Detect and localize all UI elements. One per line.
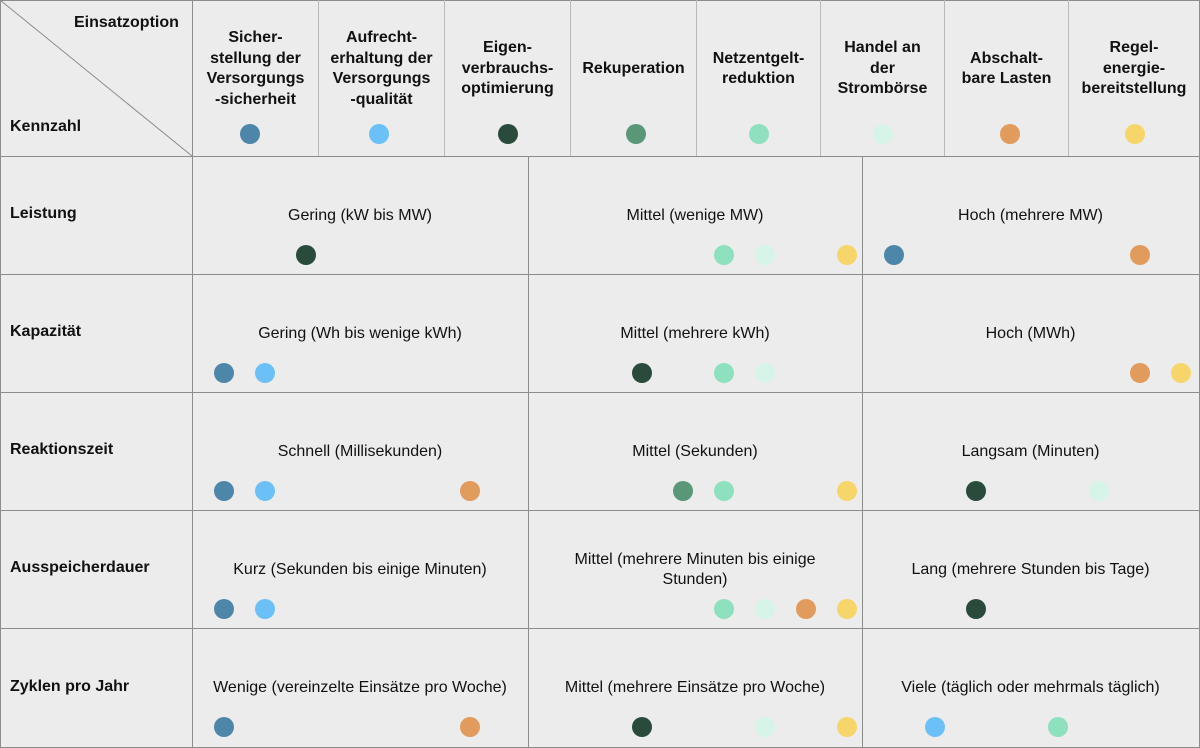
option-marker-dot — [296, 245, 316, 265]
row-divider — [0, 510, 1200, 511]
table-border-left — [0, 0, 1, 748]
option-marker-dot — [1130, 245, 1150, 265]
option-marker-dot — [925, 717, 945, 737]
header-column-divider — [944, 0, 945, 156]
option-header-label: Aufrecht- erhaltung der Versorgungs -qua… — [330, 29, 433, 108]
table-border-top — [0, 0, 1200, 1]
option-marker-dot — [714, 363, 734, 383]
corner-diagonal — [0, 0, 192, 156]
header-column-divider — [570, 0, 571, 156]
option-marker-dot — [460, 481, 480, 501]
row-divider — [0, 628, 1200, 629]
criterion-value-text: Schnell (Millisekunden) — [277, 443, 443, 460]
option-marker-dot — [755, 599, 775, 619]
option-marker-dot — [460, 717, 480, 737]
option-legend-dot — [498, 124, 518, 144]
option-marker-dot — [214, 717, 234, 737]
option-legend-dot — [626, 124, 646, 144]
criterion-value-text: Hoch (mehrere MW) — [958, 207, 1103, 224]
corner-label-kennzahl: Kennzahl — [10, 118, 82, 135]
option-marker-dot — [755, 363, 775, 383]
option-marker-dot — [837, 599, 857, 619]
option-legend-dot — [1000, 124, 1020, 144]
option-marker-dot — [1048, 717, 1068, 737]
option-legend-dot — [873, 124, 893, 144]
option-header-label: Sicher- stellung der Versorgungs -sicher… — [206, 29, 305, 108]
option-marker-dot — [837, 481, 857, 501]
criterion-value-text: Mittel (wenige MW) — [626, 207, 764, 224]
option-marker-dot — [837, 717, 857, 737]
criterion-value-text: Wenige (vereinzelte Einsätze pro Woche) — [213, 679, 507, 696]
header-column-divider — [696, 0, 697, 156]
option-marker-dot — [714, 481, 734, 501]
label-column-divider — [192, 156, 193, 748]
criterion-value-text: Lang (mehrere Stunden bis Tage) — [911, 561, 1150, 578]
row-label: Ausspeicherdauer — [10, 559, 150, 576]
option-marker-dot — [214, 599, 234, 619]
option-marker-dot — [714, 245, 734, 265]
option-marker-dot — [1130, 363, 1150, 383]
row-label: Leistung — [10, 205, 77, 222]
header-column-divider — [444, 0, 445, 156]
option-marker-dot — [673, 481, 693, 501]
header-column-divider — [820, 0, 821, 156]
option-header-label: Handel an der Strombörse — [837, 39, 928, 98]
criterion-value-text: Hoch (MWh) — [985, 325, 1076, 342]
criterion-value-text: Gering (Wh bis wenige kWh) — [258, 325, 462, 342]
option-legend-dot — [240, 124, 260, 144]
option-header-label: Netzentgelt- reduktion — [712, 49, 805, 88]
header-column-divider — [318, 0, 319, 156]
option-marker-dot — [255, 481, 275, 501]
criterion-value-text: Mittel (mehrere Minuten bis einige Stund… — [574, 551, 816, 588]
option-marker-dot — [755, 245, 775, 265]
option-marker-dot — [837, 245, 857, 265]
option-marker-dot — [884, 245, 904, 265]
criterion-value-text: Gering (kW bis MW) — [288, 207, 432, 224]
criterion-value-text: Langsam (Minuten) — [961, 443, 1100, 460]
option-marker-dot — [632, 717, 652, 737]
option-marker-dot — [632, 363, 652, 383]
option-legend-dot — [369, 124, 389, 144]
row-label: Kapazität — [10, 323, 82, 340]
row-divider — [0, 274, 1200, 275]
criterion-value-text: Mittel (mehrere Einsätze pro Woche) — [564, 679, 826, 696]
criterion-value-text: Mittel (mehrere kWh) — [620, 325, 770, 342]
option-marker-dot — [755, 717, 775, 737]
option-marker-dot — [714, 599, 734, 619]
option-marker-dot — [796, 599, 816, 619]
row-divider — [0, 392, 1200, 393]
option-header-label: Regel- energie- bereitstellung — [1081, 39, 1187, 98]
header-column-divider — [192, 0, 193, 156]
header-column-divider — [1068, 0, 1069, 156]
option-marker-dot — [966, 481, 986, 501]
option-header-label: Rekuperation — [582, 59, 685, 77]
option-header-label: Abschalt- bare Lasten — [961, 49, 1052, 88]
option-marker-dot — [1171, 363, 1191, 383]
row-divider — [0, 156, 1200, 157]
option-header-label: Eigen- verbrauchs- optimierung — [461, 39, 554, 98]
row-label: Zyklen pro Jahr — [10, 677, 130, 695]
criterion-value-text: Mittel (Sekunden) — [632, 443, 758, 460]
option-marker-dot — [1089, 481, 1109, 501]
option-marker-dot — [255, 599, 275, 619]
corner-label-einsatzoption: Einsatzoption — [74, 14, 179, 31]
row-label: Reaktionszeit — [10, 441, 114, 458]
body-column-divider — [862, 156, 863, 748]
criterion-value-text: Viele (täglich oder mehrmals täglich) — [901, 679, 1160, 696]
criterion-value-text: Kurz (Sekunden bis einige Minuten) — [233, 561, 487, 578]
option-marker-dot — [214, 481, 234, 501]
option-marker-dot — [966, 599, 986, 619]
option-marker-dot — [214, 363, 234, 383]
option-marker-dot — [255, 363, 275, 383]
option-legend-dot — [1125, 124, 1145, 144]
option-legend-dot — [749, 124, 769, 144]
body-column-divider — [528, 156, 529, 748]
